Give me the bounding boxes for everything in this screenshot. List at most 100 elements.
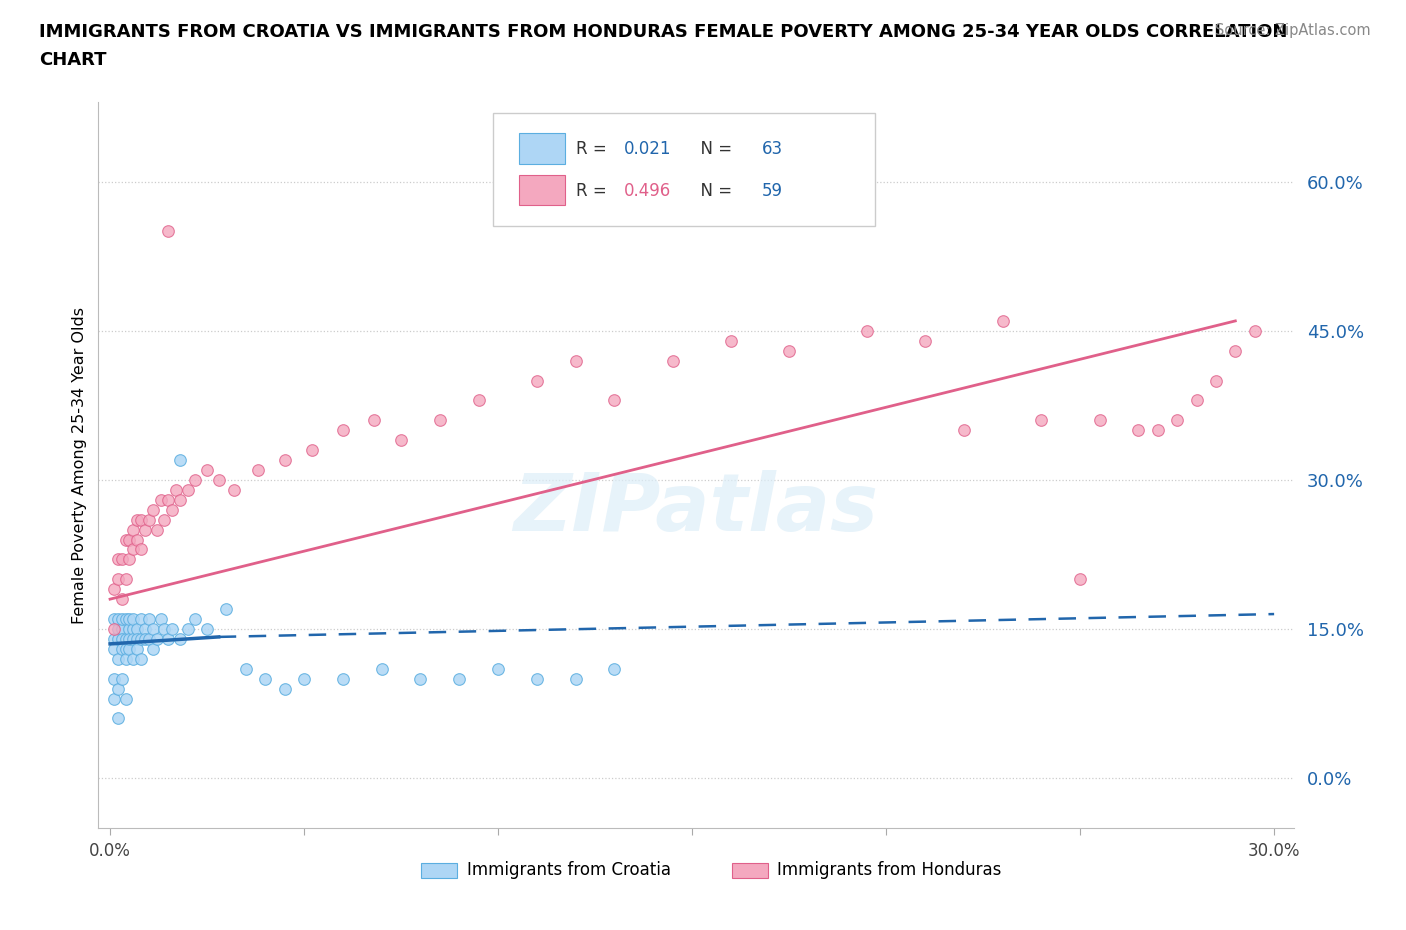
Point bbox=[129, 512, 152, 527]
Text: R =: R = bbox=[576, 140, 613, 158]
Point bbox=[254, 671, 277, 686]
Point bbox=[122, 542, 145, 557]
Point bbox=[603, 661, 626, 676]
Point bbox=[224, 483, 246, 498]
Point bbox=[235, 661, 257, 676]
Point bbox=[107, 612, 129, 627]
Point bbox=[127, 621, 149, 636]
Point bbox=[103, 642, 125, 657]
Point bbox=[165, 483, 187, 498]
Text: IMMIGRANTS FROM CROATIA VS IMMIGRANTS FROM HONDURAS FEMALE POVERTY AMONG 25-34 Y: IMMIGRANTS FROM CROATIA VS IMMIGRANTS FR… bbox=[39, 23, 1288, 41]
Point bbox=[107, 621, 129, 636]
Point bbox=[169, 453, 191, 468]
Point bbox=[111, 591, 134, 606]
Point bbox=[103, 582, 125, 597]
Point bbox=[389, 432, 412, 447]
Point bbox=[145, 631, 167, 646]
Point bbox=[122, 612, 145, 627]
Point bbox=[176, 621, 198, 636]
FancyBboxPatch shape bbox=[422, 862, 457, 879]
Point bbox=[138, 631, 160, 646]
Point bbox=[1088, 413, 1111, 428]
Point bbox=[332, 671, 354, 686]
Point bbox=[111, 631, 134, 646]
Point bbox=[129, 612, 152, 627]
FancyBboxPatch shape bbox=[519, 134, 565, 164]
Point bbox=[153, 512, 176, 527]
Point bbox=[449, 671, 471, 686]
Point bbox=[138, 612, 160, 627]
Point bbox=[118, 621, 141, 636]
Text: Source: ZipAtlas.com: Source: ZipAtlas.com bbox=[1215, 23, 1371, 38]
Point bbox=[103, 671, 125, 686]
Point bbox=[157, 492, 180, 507]
Point bbox=[111, 612, 134, 627]
FancyBboxPatch shape bbox=[733, 862, 768, 879]
Point bbox=[1205, 373, 1227, 388]
Point bbox=[127, 532, 149, 547]
Point bbox=[107, 681, 129, 696]
Point bbox=[103, 612, 125, 627]
Point bbox=[122, 651, 145, 666]
Point bbox=[114, 612, 136, 627]
Point bbox=[855, 324, 877, 339]
Point bbox=[114, 691, 136, 706]
Point bbox=[107, 711, 129, 725]
Point bbox=[127, 512, 149, 527]
Point bbox=[145, 522, 167, 537]
Point bbox=[122, 631, 145, 646]
Point bbox=[129, 542, 152, 557]
Point bbox=[1128, 423, 1150, 438]
Point bbox=[332, 423, 354, 438]
Point bbox=[111, 621, 134, 636]
Point bbox=[122, 621, 145, 636]
Point bbox=[273, 453, 295, 468]
Point bbox=[114, 532, 136, 547]
Point bbox=[111, 552, 134, 567]
Point bbox=[111, 642, 134, 657]
Point bbox=[1166, 413, 1188, 428]
Point bbox=[661, 353, 683, 368]
Point bbox=[184, 612, 207, 627]
Point bbox=[160, 621, 183, 636]
Point bbox=[114, 572, 136, 587]
Point bbox=[363, 413, 385, 428]
Point bbox=[103, 631, 125, 646]
Point bbox=[103, 691, 125, 706]
Point bbox=[118, 532, 141, 547]
Point bbox=[208, 472, 231, 487]
Point bbox=[107, 651, 129, 666]
Point bbox=[107, 572, 129, 587]
FancyBboxPatch shape bbox=[494, 113, 876, 226]
Text: 0.021: 0.021 bbox=[624, 140, 672, 158]
Point bbox=[409, 671, 432, 686]
Point bbox=[169, 492, 191, 507]
Point bbox=[142, 621, 165, 636]
Text: Immigrants from Honduras: Immigrants from Honduras bbox=[778, 861, 1001, 880]
Point bbox=[134, 631, 156, 646]
Point bbox=[526, 671, 548, 686]
Point bbox=[564, 353, 586, 368]
Text: CHART: CHART bbox=[39, 51, 107, 69]
Point bbox=[603, 393, 626, 408]
Text: ZIPatlas: ZIPatlas bbox=[513, 470, 879, 548]
Point bbox=[914, 333, 936, 348]
FancyBboxPatch shape bbox=[519, 175, 565, 206]
Point bbox=[107, 631, 129, 646]
Point bbox=[1031, 413, 1053, 428]
Point bbox=[157, 631, 180, 646]
Point bbox=[114, 631, 136, 646]
Point bbox=[149, 492, 172, 507]
Point bbox=[129, 651, 152, 666]
Point bbox=[114, 651, 136, 666]
Text: 63: 63 bbox=[762, 140, 783, 158]
Point bbox=[176, 483, 198, 498]
Point bbox=[273, 681, 295, 696]
Point bbox=[778, 343, 800, 358]
Point bbox=[195, 621, 218, 636]
Point bbox=[1185, 393, 1208, 408]
Point bbox=[169, 631, 191, 646]
Text: R =: R = bbox=[576, 181, 613, 200]
Point bbox=[134, 621, 156, 636]
Point bbox=[1243, 324, 1265, 339]
